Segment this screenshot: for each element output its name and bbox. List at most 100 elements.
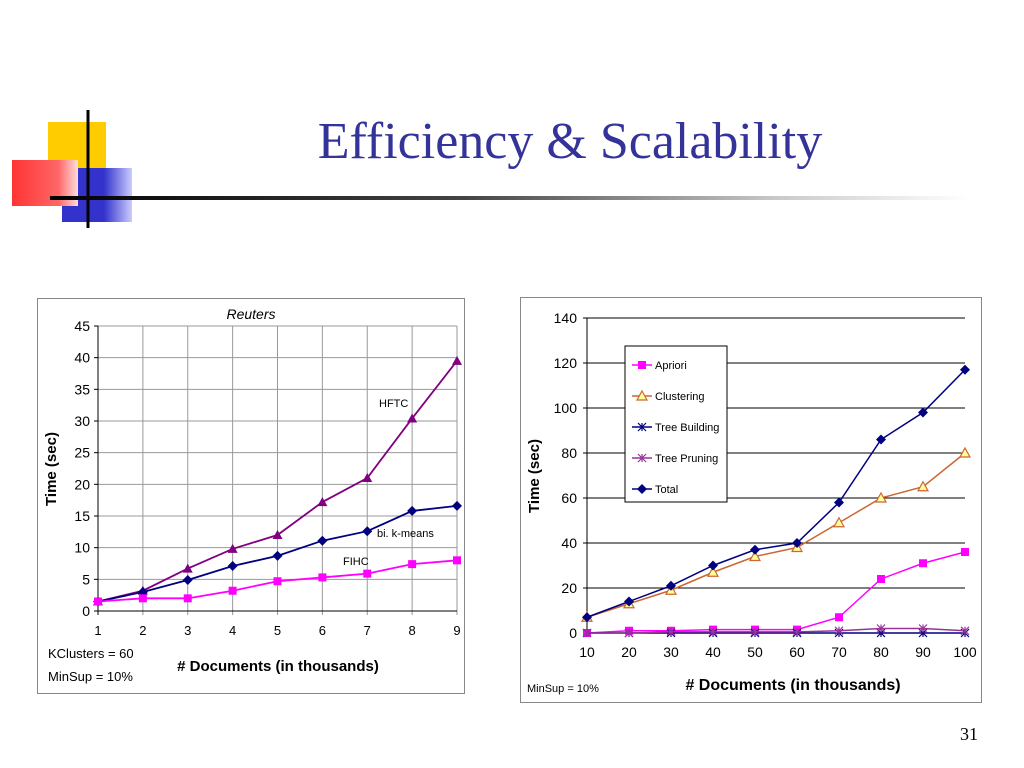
y-axis-label: Time (sec)	[43, 432, 60, 506]
y-tick-label: 20	[561, 580, 577, 596]
data-point-clustering	[706, 566, 720, 577]
legend-label-apriori: Apriori	[655, 360, 687, 372]
data-point-tree-pruning	[960, 626, 970, 636]
x-tick-label: 40	[705, 644, 721, 660]
x-tick-label: 5	[274, 623, 281, 638]
data-point-fihc	[273, 577, 282, 586]
x-tick-label: 8	[409, 623, 416, 638]
data-point-fihc	[318, 573, 327, 582]
data-point-clustering	[958, 446, 972, 458]
y-tick-label: 40	[74, 350, 90, 366]
data-point-clustering	[874, 491, 888, 503]
data-point-hftc	[317, 497, 328, 507]
data-point-tree-pruning	[582, 628, 592, 638]
y-tick-label: 20	[74, 476, 90, 492]
y-tick-label: 45	[74, 318, 90, 334]
slide-title: Efficiency & Scalability	[317, 113, 823, 170]
x-tick-label: 10	[579, 644, 595, 660]
data-point-total	[666, 580, 676, 591]
x-tick-label: 4	[229, 623, 236, 638]
page-number: 31	[960, 724, 978, 744]
x-tick-label: 3	[184, 623, 191, 638]
x-tick-label: 80	[873, 644, 889, 660]
data-point-tree-pruning	[708, 627, 718, 637]
reuters-chart: 0 5 10 15 20 25 30 35 40 45 1 2 3 4 5 6 7 8 9 Reuters Time (…	[37, 298, 465, 694]
data-point-bi-k-means	[362, 526, 373, 537]
data-point-apriori	[961, 548, 969, 556]
data-point-total	[708, 560, 718, 571]
data-point-total	[582, 612, 592, 623]
series-apriori	[583, 548, 969, 637]
legend-marker-tree-pruning	[637, 453, 647, 463]
x-tick-label: 30	[663, 644, 679, 660]
data-point-apriori	[919, 559, 927, 568]
series-line-total	[586, 369, 966, 618]
series-line-clustering	[586, 452, 966, 618]
minsup-note: MinSup = 10%	[527, 683, 599, 695]
x-tick-label: 7	[364, 623, 371, 638]
series-fihc	[94, 556, 461, 606]
data-point-tree-pruning	[750, 627, 760, 637]
data-point-total	[624, 596, 634, 607]
legend-marker-total	[637, 484, 647, 494]
x-tick-label: 6	[319, 623, 326, 638]
x-tick-label: 1	[94, 623, 101, 638]
series-label-fihc: FIHC	[343, 556, 369, 568]
data-point-fihc	[408, 560, 417, 569]
data-point-tree-pruning	[918, 624, 928, 633]
legend-marker-apriori	[638, 361, 646, 369]
data-point-tree-pruning	[624, 628, 634, 638]
y-tick-label: 5	[82, 571, 90, 587]
title-underline	[50, 196, 970, 200]
y-tick-label: 60	[561, 490, 577, 506]
y-tick-label: 120	[554, 355, 578, 371]
decorative-logo	[12, 110, 200, 228]
data-point-hftc	[452, 355, 462, 365]
data-point-hftc	[362, 473, 373, 482]
y-tick-label: 40	[561, 535, 577, 551]
x-tick-label: 70	[831, 644, 847, 660]
y-tick-label: 35	[74, 381, 90, 397]
data-point-bi-k-means	[317, 535, 328, 546]
data-point-bi-k-means	[182, 574, 193, 585]
data-point-hftc	[272, 530, 283, 539]
data-point-bi-k-means	[452, 500, 462, 511]
minsup-note: MinSup = 10%	[48, 669, 133, 684]
x-axis-label: # Documents (in thousands)	[177, 658, 379, 675]
data-point-fihc	[94, 597, 102, 606]
y-tick-label: 140	[554, 310, 578, 326]
data-point-apriori	[877, 575, 885, 583]
chart-title: Reuters	[226, 306, 275, 322]
data-point-hftc	[227, 543, 238, 553]
data-point-tree-pruning	[666, 627, 676, 637]
data-point-fihc	[453, 556, 461, 565]
data-point-fihc	[363, 569, 372, 578]
legend-marker-clustering	[635, 389, 649, 401]
data-point-total	[750, 544, 760, 555]
series-tree-pruning	[582, 624, 970, 638]
data-point-fihc	[138, 594, 147, 603]
legend-label-total: Total	[655, 484, 678, 496]
x-tick-label: 9	[453, 623, 460, 638]
series-label-hftc: HFTC	[379, 398, 408, 410]
series-total	[582, 364, 970, 623]
legend-marker-tree-building	[637, 422, 647, 432]
kclusters-note: KClusters = 60	[48, 646, 134, 661]
series-line-apriori	[586, 551, 966, 634]
x-tick-label: 2	[139, 623, 146, 638]
x-tick-label: 60	[789, 644, 805, 660]
y-tick-label: 0	[569, 625, 577, 641]
data-point-clustering	[748, 550, 762, 562]
scalability-chart-svg: 0 20 40 60 80 100 120 140 10 20 30 40 50 60 70 80 90 100 A…	[526, 310, 977, 695]
data-point-total	[792, 538, 802, 548]
series-label-bi-k-means: bi. k-means	[377, 528, 434, 540]
x-tick-label: 20	[621, 644, 637, 660]
x-tick-label: 50	[747, 644, 763, 660]
legend: Apriori Clustering Tree Building Tree Pruni…	[624, 345, 728, 503]
legend-label-tree-building: Tree Building	[655, 422, 719, 434]
data-point-total	[834, 497, 844, 508]
data-point-total	[876, 434, 886, 445]
data-point-bi-k-means	[407, 505, 418, 516]
data-point-total	[960, 364, 970, 375]
data-point-clustering	[832, 516, 846, 528]
